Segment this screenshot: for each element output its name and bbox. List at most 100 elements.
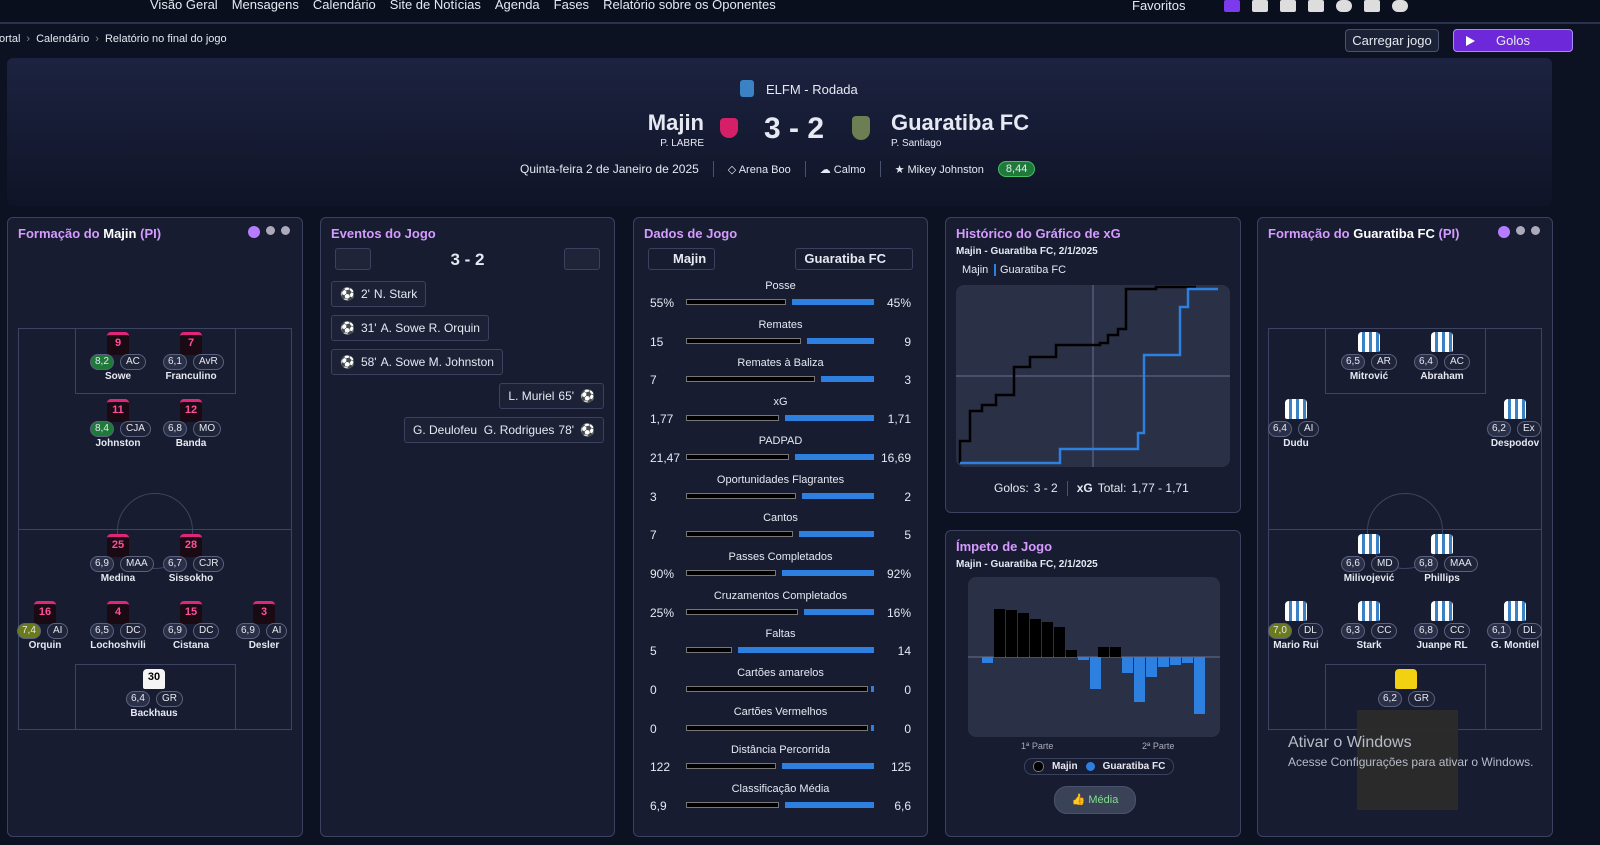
goals-label: Golos <box>1496 33 1530 48</box>
nav-item[interactable]: Site de Notícias <box>389 0 481 12</box>
icon[interactable] <box>1224 0 1240 12</box>
position: MAA <box>1444 556 1478 572</box>
position: DC <box>120 623 147 639</box>
rating: 8,4 <box>90 421 114 437</box>
icon[interactable] <box>1392 0 1408 12</box>
center-circle <box>117 493 193 569</box>
home-bar <box>686 415 779 422</box>
icon[interactable] <box>1252 0 1268 12</box>
nav-item[interactable]: Visão Geral <box>150 0 218 12</box>
windows-text: Acesse Configurações para ativar o Windo… <box>1288 755 1534 769</box>
goal-icon: ⚽ <box>340 321 355 335</box>
box-bottom <box>75 664 236 730</box>
icon[interactable] <box>1308 0 1324 12</box>
home-bar <box>686 569 776 576</box>
player-name: G. Montiel <box>1490 640 1540 651</box>
dots <box>248 226 290 238</box>
event: ⚽ 31' A. Sowe R. Orquin <box>331 315 489 341</box>
shirt: 28 <box>180 534 202 557</box>
shirt <box>1358 534 1380 554</box>
nav-item[interactable]: Fases <box>553 0 590 12</box>
panel-title: Formação do Majin (PI) <box>18 226 161 241</box>
home-bar <box>686 453 789 460</box>
event-text: N. Stark <box>373 287 418 301</box>
rating: 6,4 <box>1414 354 1438 370</box>
tray-popup <box>1357 710 1458 810</box>
goal-icon: ⚽ <box>340 287 355 301</box>
away-crest <box>852 116 870 140</box>
position: Ex <box>1517 421 1541 437</box>
crumb[interactable]: Calendário <box>36 33 90 45</box>
goals-button[interactable]: Golos <box>1453 29 1573 52</box>
page-dot[interactable] <box>266 226 275 235</box>
position: DC <box>193 623 220 639</box>
icon[interactable] <box>1336 0 1352 12</box>
panel-title: Ímpeto de Jogo <box>956 539 1053 554</box>
shirt-number: 28 <box>184 539 198 551</box>
momentum-panel: Ímpeto de Jogo Majin - Guaratiba FC, 2/1… <box>945 530 1241 837</box>
icon[interactable] <box>1280 0 1296 12</box>
shirt-number: 7 <box>187 337 195 349</box>
page-dot[interactable] <box>248 226 260 238</box>
rating: 6,8 <box>163 421 187 437</box>
rating: 6,1 <box>163 354 187 370</box>
away-value: 16% <box>886 605 911 620</box>
home-bar <box>686 531 793 538</box>
away-bar <box>871 686 874 692</box>
divider <box>804 161 806 177</box>
rating: 6,8 <box>1414 556 1438 572</box>
load-button[interactable]: Carregar jogo <box>1345 29 1439 52</box>
top-nav <box>0 0 1600 24</box>
stat-label: PADPAD <box>758 434 803 447</box>
nav-item[interactable]: Mensagens <box>231 0 299 12</box>
competition: ELFM - Rodada <box>766 82 858 97</box>
away-value: 92% <box>886 566 911 581</box>
nav-item[interactable]: Agenda <box>494 0 540 12</box>
divider <box>712 161 714 177</box>
away-bar <box>781 763 874 770</box>
separator: › <box>26 33 31 45</box>
rating: 6,5 <box>1341 354 1365 370</box>
home-value: 0 <box>650 721 657 736</box>
position: AI <box>266 623 288 639</box>
page-dot[interactable] <box>1531 226 1540 235</box>
nav-item[interactable]: Calendário <box>312 0 376 12</box>
average-button[interactable]: 👍 Média <box>1054 786 1136 814</box>
goal-icon: ⚽ <box>340 355 355 369</box>
crumb[interactable]: Relatório no final do jogo <box>104 33 227 45</box>
subtitle: Majin - Guaratiba FC, 2/1/2025 <box>956 559 1098 570</box>
away-bar <box>781 569 874 576</box>
player-name: Sissokho <box>168 573 214 584</box>
icon[interactable] <box>1364 0 1380 12</box>
shirt-number: 4 <box>114 606 122 618</box>
minute: 78' <box>558 423 575 437</box>
favorites[interactable]: Favoritos <box>1132 0 1186 13</box>
home-value: 15 <box>650 334 664 349</box>
stat-label: Faltas <box>765 628 796 641</box>
match-header <box>7 58 1552 206</box>
rating: 6,9 <box>163 623 187 639</box>
nav-item[interactable]: Relatório sobre os Oponentes <box>603 0 776 12</box>
stat-label: Cartões amarelos <box>737 667 824 679</box>
page-dot[interactable] <box>281 226 290 235</box>
away-bar <box>803 608 874 615</box>
panel-title: Formação do Guaratiba FC (PI) <box>1268 226 1459 241</box>
home-bar <box>686 763 776 770</box>
page-dot[interactable] <box>1516 226 1525 235</box>
shirt <box>1504 399 1526 419</box>
page-dot[interactable] <box>1498 226 1510 238</box>
separator: › <box>95 33 99 45</box>
shirt <box>1285 399 1307 419</box>
dots <box>1498 226 1540 238</box>
away-value: 5 <box>904 528 911 543</box>
shirt <box>1395 669 1417 689</box>
stat-label: Cruzamentos Completados <box>713 589 848 602</box>
shirt-number: 15 <box>184 606 198 618</box>
home-value: 25% <box>650 605 675 620</box>
home-formation-panel: Formação do Majin (PI) 9 8,2 AC Sowe 7 6,1 AvR… <box>7 217 303 837</box>
crumb[interactable]: ortal <box>0 33 21 45</box>
stat-label: Remates à Baliza <box>737 357 824 370</box>
position: MAA <box>120 556 154 572</box>
